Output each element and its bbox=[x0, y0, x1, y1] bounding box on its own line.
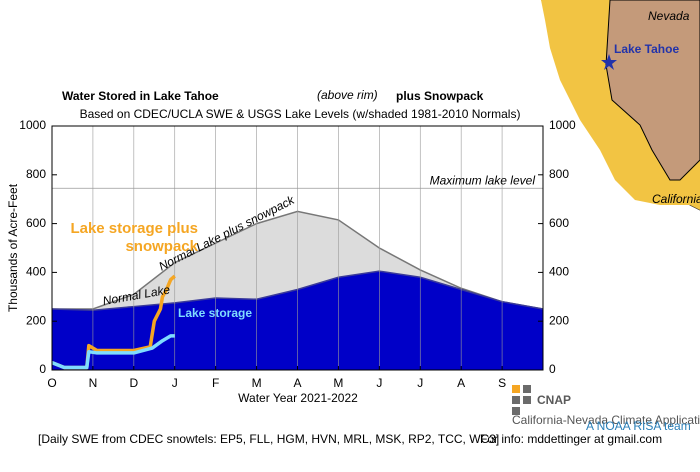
y-axis-label: Thousands of Acre-Feet bbox=[6, 183, 20, 312]
chart-title: plus Snowpack bbox=[396, 89, 484, 103]
contact: For info: mddettinger at gmail.com bbox=[480, 432, 662, 446]
x-tick-label: J bbox=[376, 376, 382, 390]
annotation: Maximum lake level bbox=[430, 173, 536, 187]
y2-tick-label: 400 bbox=[549, 265, 569, 279]
logo-block bbox=[512, 396, 520, 404]
x-tick-label: A bbox=[457, 376, 465, 390]
logo-block bbox=[523, 385, 531, 393]
x-tick-label: O bbox=[47, 376, 56, 390]
x-tick-label: J bbox=[172, 376, 178, 390]
logo-block bbox=[512, 385, 520, 393]
title-note: (above rim) bbox=[317, 88, 378, 102]
y-tick-label: 400 bbox=[26, 265, 46, 279]
logo-text: A NOAA RISA team bbox=[586, 419, 691, 433]
line bbox=[51, 334, 175, 370]
footnote: [Daily SWE from CDEC snowtels: EP5, FLL,… bbox=[38, 432, 499, 446]
logo bbox=[512, 385, 531, 415]
x-tick-label: J bbox=[417, 376, 423, 390]
y-tick-label: 1000 bbox=[19, 118, 46, 132]
map-label: California bbox=[652, 192, 700, 206]
map bbox=[541, 0, 700, 211]
y-tick-label: 600 bbox=[26, 216, 46, 230]
y2-tick-label: 1000 bbox=[549, 118, 576, 132]
x-axis-label: Water Year 2021-2022 bbox=[238, 391, 358, 405]
x-tick-label: M bbox=[252, 376, 262, 390]
subtitle: Based on CDEC/UCLA SWE & USGS Lake Level… bbox=[80, 107, 521, 121]
x-tick-label: M bbox=[333, 376, 343, 390]
y-tick-label: 0 bbox=[39, 362, 46, 376]
chart-title: Water Stored in Lake Tahoe bbox=[62, 89, 219, 103]
nevada-shape bbox=[605, 0, 700, 181]
x-tick-label: D bbox=[129, 376, 138, 390]
x-tick-label: A bbox=[293, 376, 301, 390]
logo-block bbox=[523, 396, 531, 404]
y2-tick-label: 200 bbox=[549, 313, 569, 327]
x-tick-label: S bbox=[498, 376, 506, 390]
y2-tick-label: 800 bbox=[549, 167, 569, 181]
x-tick-label: F bbox=[212, 376, 219, 390]
y-tick-label: 800 bbox=[26, 167, 46, 181]
y-tick-label: 200 bbox=[26, 313, 46, 327]
y2-tick-label: 600 bbox=[549, 216, 569, 230]
map-label: Lake Tahoe bbox=[614, 42, 679, 56]
logo-text: CNAP bbox=[537, 393, 571, 407]
frame bbox=[51, 125, 544, 371]
y2-tick-label: 0 bbox=[549, 362, 556, 376]
series-label: Lake storage plus snowpack bbox=[70, 220, 198, 255]
logo-text: California-Nevada Climate Applications P… bbox=[512, 413, 700, 427]
star bbox=[601, 54, 617, 70]
x-tick-label: N bbox=[89, 376, 98, 390]
map-label: Nevada bbox=[648, 9, 690, 23]
series-label: Lake storage bbox=[178, 306, 252, 320]
logo-block bbox=[512, 407, 520, 415]
